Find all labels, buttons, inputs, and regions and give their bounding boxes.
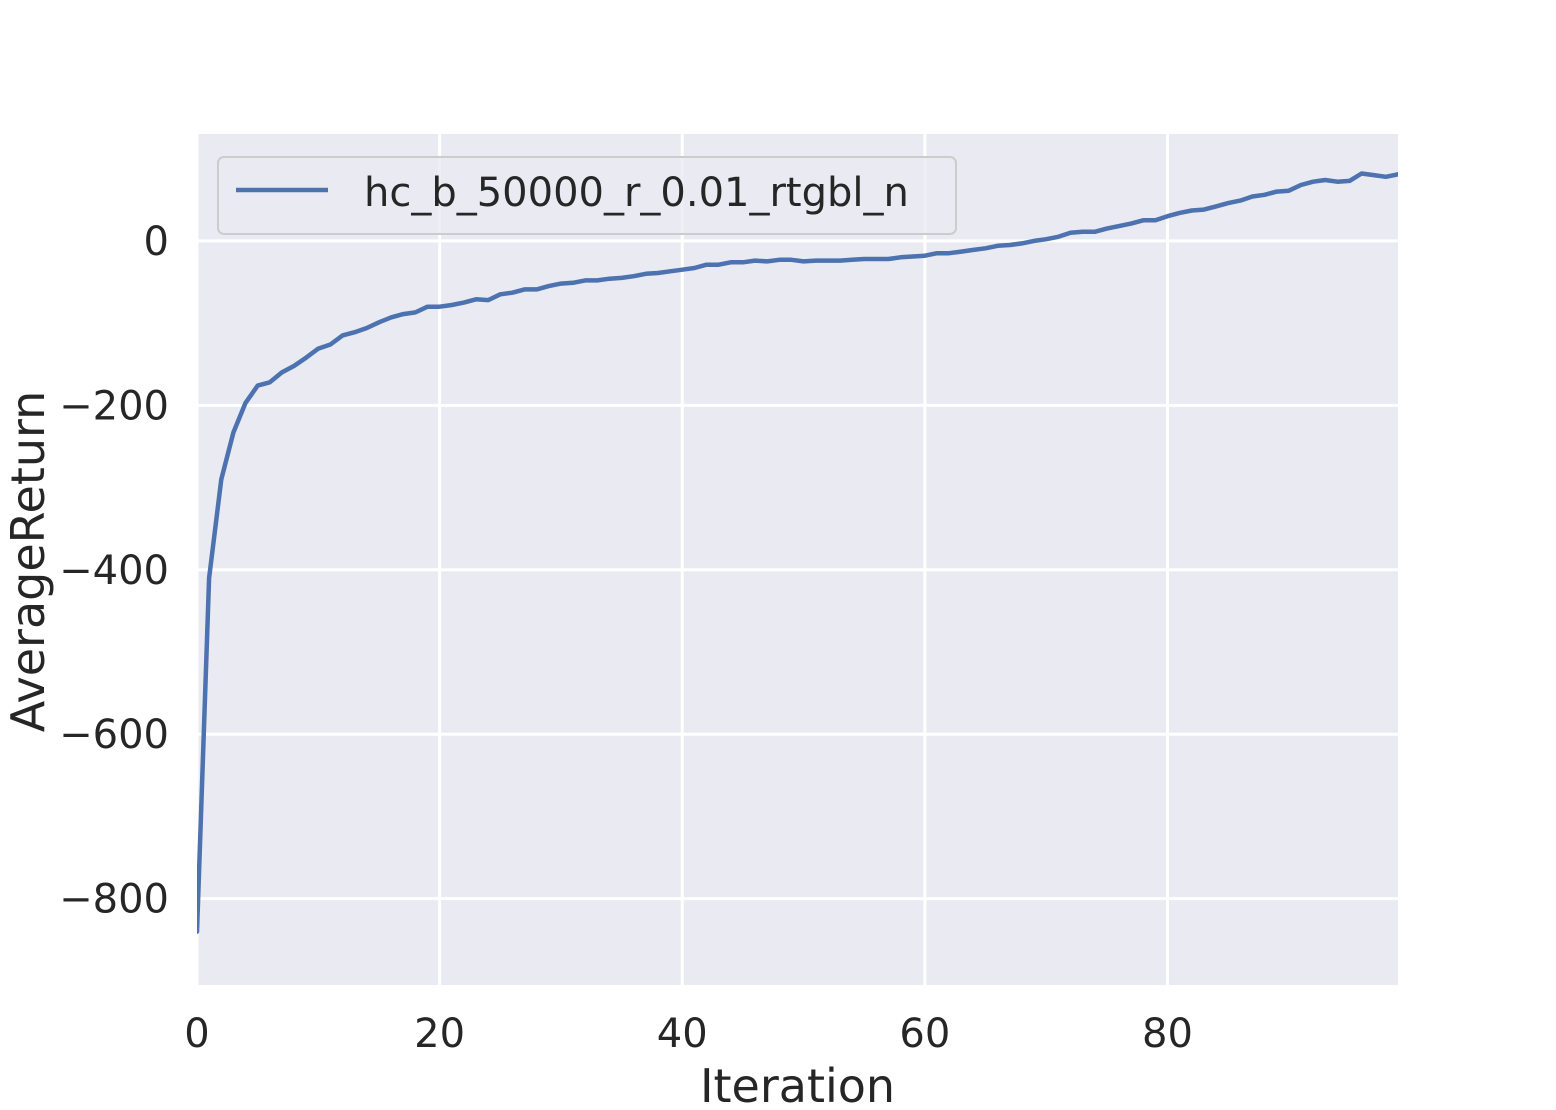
legend-box: [217, 156, 957, 235]
x-tick-label: 60: [899, 1011, 950, 1057]
y-tick-label: 0: [144, 219, 169, 265]
x-tick-label: 20: [414, 1011, 465, 1057]
x-tick-label: 80: [1142, 1011, 1193, 1057]
grid: [195, 134, 1398, 985]
x-tick-label: 40: [657, 1011, 708, 1057]
x-tick-label: 0: [184, 1011, 209, 1057]
y-axis-title: AverageReturn: [1, 391, 55, 733]
y-tick-label: −600: [59, 712, 169, 758]
series-layer: [197, 171, 1398, 934]
series-line: [197, 171, 1398, 934]
y-tick-label: −800: [59, 877, 169, 923]
legend-label: hc_b_50000_r_0.01_rtgbl_n: [364, 170, 909, 216]
x-axis-title: Iteration: [700, 1059, 895, 1110]
x-axis: 0 20 40 60 80: [184, 1011, 1193, 1057]
y-axis: 0 −200 −400 −600 −800: [59, 219, 169, 923]
y-tick-label: −400: [59, 548, 169, 594]
plot-area: [197, 134, 1398, 985]
legend: hc_b_50000_r_0.01_rtgbl_n: [217, 156, 957, 235]
y-tick-label: −200: [59, 383, 169, 429]
